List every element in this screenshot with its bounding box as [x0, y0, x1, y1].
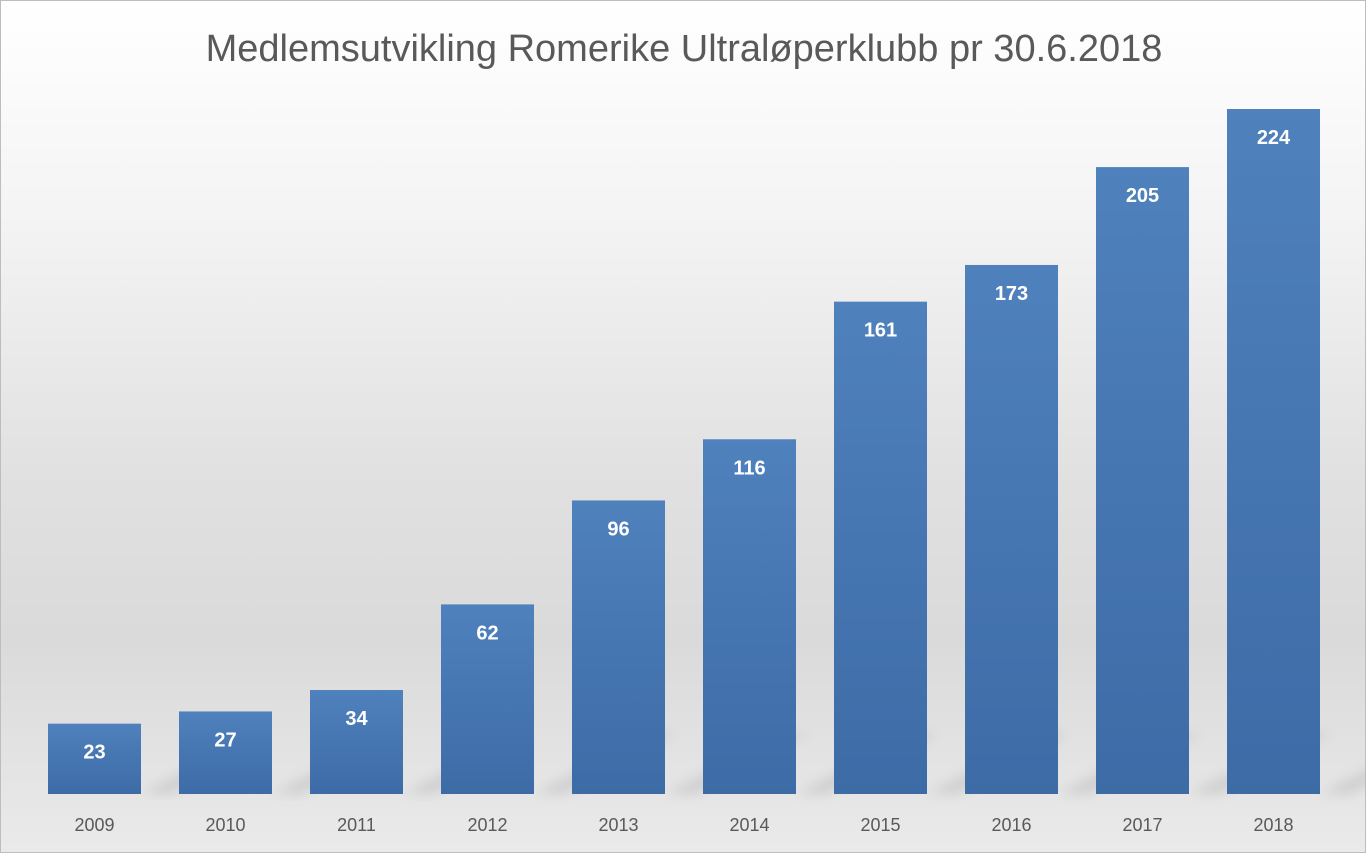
data-label-2018: 224	[1257, 127, 1291, 149]
x-tick-label-2015: 2015	[860, 815, 900, 835]
bar-shadow	[1320, 771, 1366, 794]
bar-2012	[441, 604, 534, 794]
x-tick-label-2013: 2013	[598, 815, 638, 835]
x-tick-label-2014: 2014	[729, 815, 769, 835]
data-label-2016: 173	[995, 283, 1028, 305]
bar-2011	[310, 690, 403, 794]
x-tick-label-2012: 2012	[467, 815, 507, 835]
bar-2015	[834, 301, 927, 794]
data-label-2009: 23	[83, 742, 105, 764]
data-label-2014: 116	[733, 457, 765, 479]
data-label-2015: 161	[864, 320, 897, 342]
x-tick-label-2009: 2009	[74, 815, 114, 835]
x-tick-label-2016: 2016	[991, 815, 1031, 835]
bar-2014	[703, 439, 796, 794]
data-label-2012: 62	[476, 622, 498, 644]
data-label-2010: 27	[214, 729, 236, 751]
bar-2009	[48, 723, 141, 794]
data-label-2011: 34	[345, 708, 368, 730]
x-tick-label-2018: 2018	[1253, 815, 1293, 835]
x-tick-label-2011: 2011	[337, 815, 376, 835]
data-label-2013: 96	[607, 518, 629, 540]
chart-title: Medlemsutvikling Romerike Ultraløperklub…	[205, 28, 1163, 70]
bar-2016	[965, 264, 1058, 794]
bar-2017	[1096, 167, 1189, 795]
x-tick-label-2010: 2010	[205, 815, 245, 835]
x-tick-label-2017: 2017	[1122, 815, 1162, 835]
bar-2013	[572, 500, 665, 794]
bar-2018	[1227, 109, 1320, 794]
data-label-2017: 205	[1126, 185, 1159, 207]
bar-2010	[179, 711, 272, 794]
